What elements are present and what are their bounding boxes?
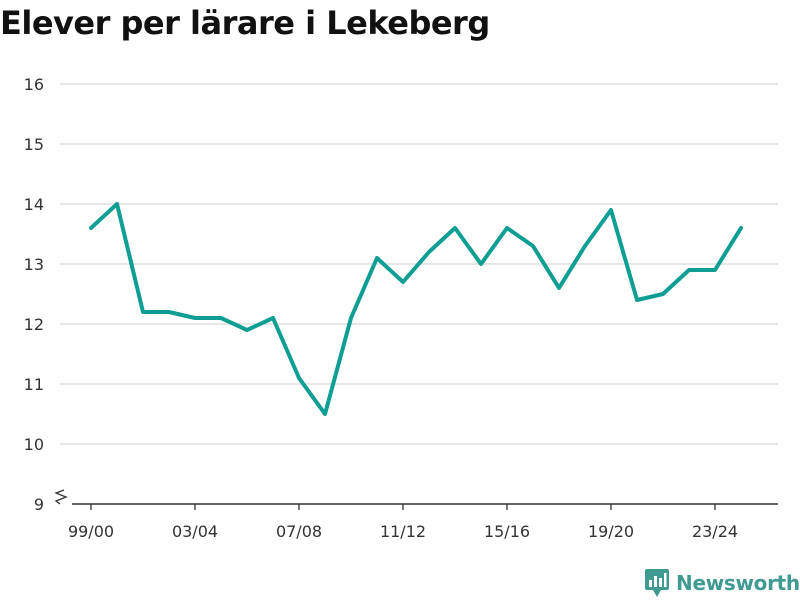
data-point — [583, 244, 587, 248]
y-tick-label: 9 — [34, 495, 44, 514]
y-tick-label: 13 — [24, 255, 44, 274]
y-tick-label: 15 — [24, 135, 44, 154]
data-point — [349, 316, 353, 320]
data-point — [193, 316, 197, 320]
y-tick-label: 16 — [24, 75, 44, 94]
data-point — [635, 298, 639, 302]
x-tick-label: 11/12 — [380, 522, 426, 541]
data-point — [141, 310, 145, 314]
data-point — [661, 292, 665, 296]
brand-name: Newsworthy — [676, 571, 800, 595]
y-tick-label: 10 — [24, 435, 44, 454]
y-axis-tick-labels: 9 10 11 12 13 14 15 16 — [24, 75, 44, 514]
axis-break-mark — [54, 489, 68, 505]
data-point — [713, 268, 717, 272]
x-tick-label: 19/20 — [588, 522, 634, 541]
x-axis-tick-labels: 99/00 03/04 07/08 11/12 15/16 19/20 23/24 — [68, 522, 738, 541]
data-point — [115, 202, 119, 206]
data-point — [219, 316, 223, 320]
data-point — [297, 376, 301, 380]
data-point — [401, 280, 405, 284]
data-point — [427, 250, 431, 254]
data-point — [89, 226, 93, 230]
x-tick-label: 07/08 — [276, 522, 322, 541]
newsworthy-logo-icon — [645, 569, 669, 597]
x-tick-label: 99/00 — [68, 522, 114, 541]
data-point — [375, 256, 379, 260]
data-point — [609, 208, 613, 212]
data-point — [167, 310, 171, 314]
y-tick-label: 11 — [24, 375, 44, 394]
data-point — [245, 328, 249, 332]
data-point — [271, 316, 275, 320]
y-tick-label: 12 — [24, 315, 44, 334]
data-point — [687, 268, 691, 272]
data-point — [531, 244, 535, 248]
x-tick-label: 23/24 — [692, 522, 738, 541]
chart-title: Elever per lärare i Lekeberg — [0, 4, 490, 42]
x-axis — [54, 489, 778, 510]
data-point — [479, 262, 483, 266]
data-point — [557, 286, 561, 290]
data-point — [453, 226, 457, 230]
grid-lines — [60, 83, 778, 445]
x-tick-label: 15/16 — [484, 522, 530, 541]
x-tick-label: 03/04 — [172, 522, 218, 541]
series-group — [89, 202, 743, 416]
series-line — [89, 202, 743, 416]
data-point — [505, 226, 509, 230]
data-point — [323, 412, 327, 416]
y-tick-label: 14 — [24, 195, 44, 214]
newsworthy-logo: Newsworthy — [644, 568, 800, 598]
data-point — [739, 226, 743, 230]
